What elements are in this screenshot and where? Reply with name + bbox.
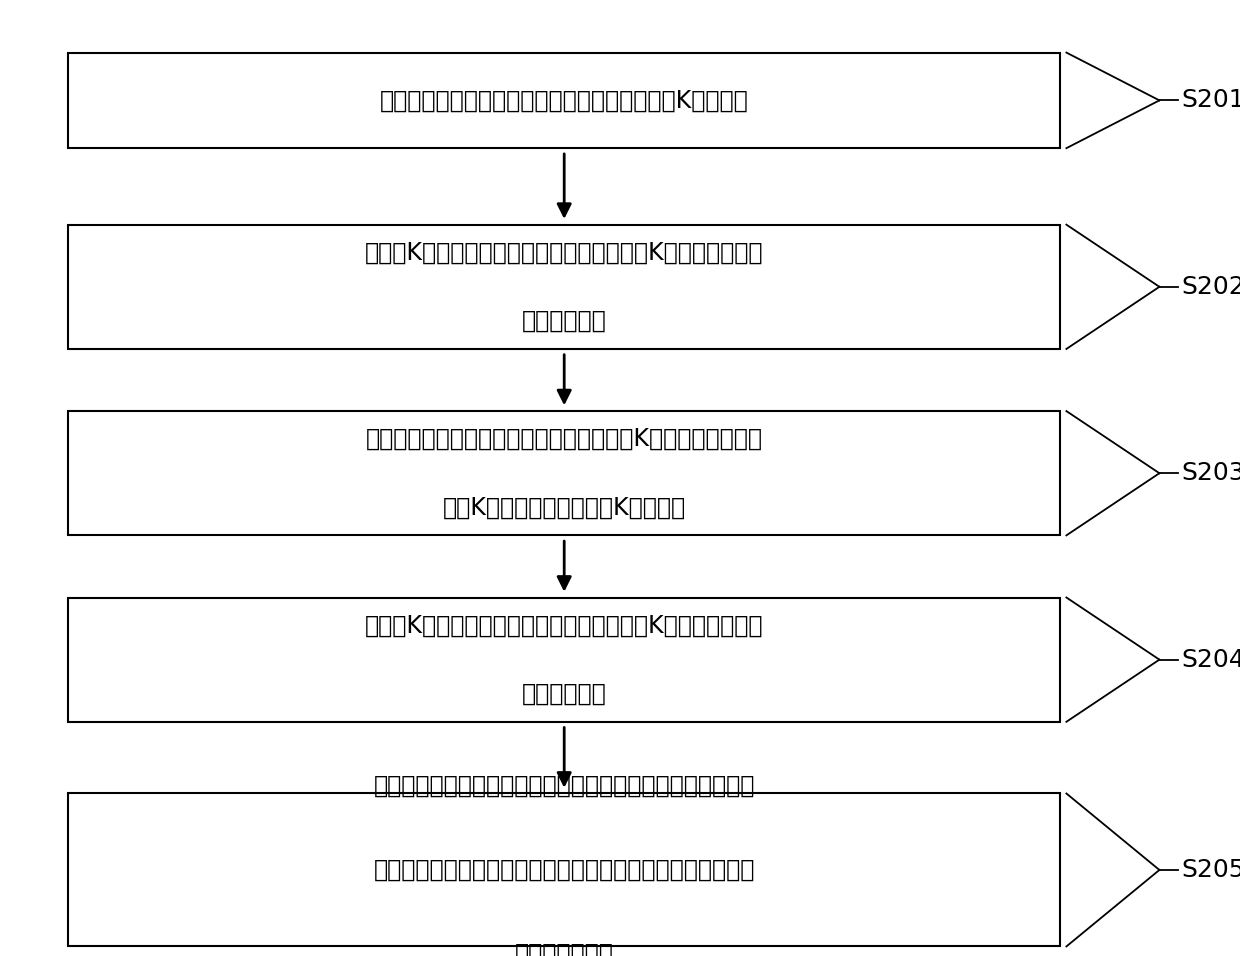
Text: S204: S204 [1182,647,1240,672]
FancyBboxPatch shape [68,793,1060,946]
FancyBboxPatch shape [68,598,1060,722]
Text: 部分K空间数据，得到第四K空间数据: 部分K空间数据，得到第四K空间数据 [443,495,686,519]
Text: 对第四K空间数据进行傅里叶变换，得到第四K空间数据对应的: 对第四K空间数据进行傅里叶变换，得到第四K空间数据对应的 [365,614,764,638]
Text: 采用第二降采样倍数采集磁共振数据，得到第三K空间数据: 采用第二降采样倍数采集磁共振数据，得到第三K空间数据 [379,88,749,113]
Text: S202: S202 [1182,274,1240,299]
FancyBboxPatch shape [68,411,1060,535]
Text: S205: S205 [1182,858,1240,882]
Text: 本，训练预先搭建的深度神经网络，得到用于磁共振加速重建: 本，训练预先搭建的深度神经网络，得到用于磁共振加速重建 [373,858,755,882]
Text: S201: S201 [1182,88,1240,113]
Text: 第二卷叠图像: 第二卷叠图像 [522,682,606,706]
FancyBboxPatch shape [68,225,1060,349]
Text: 对第三K空间数据进行傅里叶变换，得到第三K空间数据对应的: 对第三K空间数据进行傅里叶变换，得到第三K空间数据对应的 [365,241,764,265]
Text: 第一卷叠图像: 第一卷叠图像 [522,309,606,333]
Text: 的深度神经网络: 的深度神经网络 [515,942,614,956]
FancyBboxPatch shape [68,53,1060,148]
Text: 根据第一降采样倍数和预设采样轨迹从第三K空间数据中提取出: 根据第一降采样倍数和预设采样轨迹从第三K空间数据中提取出 [366,427,763,451]
Text: 以第一卷叠图像间数据为输出样本，以第二卷叠图像为输入样: 以第一卷叠图像间数据为输出样本，以第二卷叠图像为输入样 [373,773,755,798]
Text: S203: S203 [1182,461,1240,486]
